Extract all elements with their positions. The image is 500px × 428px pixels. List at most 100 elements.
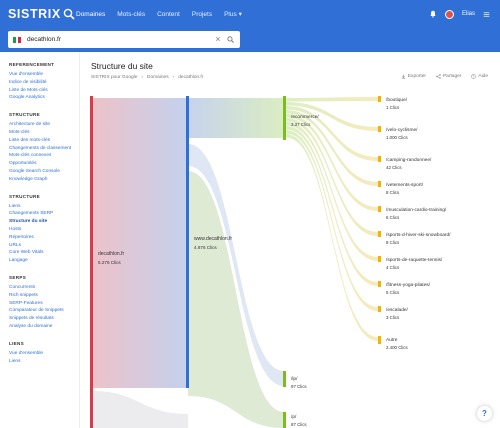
node-value-leaf: 8 Clics [386, 190, 400, 195]
sistrix-logo[interactable]: SISTRIX [8, 7, 76, 21]
node-bar-leaf [378, 156, 381, 162]
avatar[interactable] [444, 9, 454, 19]
svg-text:?: ? [473, 75, 475, 79]
node-bar-leaf [378, 256, 381, 262]
sidebar-item[interactable]: Vue d'ensemble [9, 72, 44, 77]
breadcrumb-item[interactable]: SISTRIX pour Google [91, 75, 138, 80]
node-bar-root [90, 96, 93, 428]
sankey-link [286, 102, 378, 131]
node-label-leaf: /camping-randonnee/ [386, 157, 432, 163]
breadcrumb-item[interactable]: decathlon.fr [178, 75, 204, 80]
search-bar-row: decathlon.fr [0, 28, 500, 52]
nav-domaines[interactable]: Domaines [76, 10, 106, 18]
node-bar-leaf [378, 206, 381, 212]
main-content: Structure du site SISTRIX pour Google › … [80, 52, 500, 428]
node-label-leaf: /sports-de-raquette-tennis/ [386, 257, 443, 263]
sankey-link [286, 114, 378, 211]
node-label-leaf: /musculation-cardio-training/ [386, 207, 447, 213]
node-label-leaf: /velo-cyclisme/ [386, 127, 418, 133]
breadcrumb-item[interactable]: Domaines [147, 75, 169, 80]
sidebar-item[interactable]: Concurrents [9, 284, 36, 290]
nav-mots-cles[interactable]: Mots-clés [117, 10, 146, 18]
sidebar-item[interactable]: Indice de visibilité [9, 79, 47, 85]
sidebar-item[interactable]: Comparateur de Snippets [9, 308, 64, 314]
node-bar-leaf [378, 336, 381, 344]
chevron-down-icon: ▾ [238, 11, 242, 18]
node-bar-path [283, 371, 286, 387]
sidebar-item[interactable]: Opportunités [9, 161, 37, 167]
sidebar-item[interactable]: Langage [9, 258, 28, 264]
node-bar-host [186, 96, 189, 388]
sidebar-item[interactable]: Rich snippets [9, 292, 38, 298]
sidebar-item[interactable]: Changements SERP [9, 211, 54, 217]
sidebar-item[interactable]: Mots-clés connexes [9, 153, 52, 159]
node-bar-leaf [378, 281, 381, 287]
sankey-link [286, 134, 378, 341]
sidebar-item[interactable]: URLs [9, 242, 21, 248]
node-label-path: /p/ [291, 414, 297, 420]
sidebar-section-title: LIENS [9, 340, 25, 346]
sidebar-item[interactable]: Google Search Console [9, 168, 60, 174]
sidebar-item[interactable]: SERP-Features [9, 300, 43, 306]
sankey-link [286, 130, 378, 311]
share-icon [436, 74, 441, 79]
node-value-leaf: 2.400 Clics [386, 345, 409, 350]
search-value: decathlon.fr [27, 36, 61, 43]
sidebar-item[interactable]: Répertoires [9, 234, 34, 240]
node-label-leaf: /boutique/ [386, 97, 408, 103]
sidebar-item[interactable]: Structure du site [9, 219, 48, 225]
bell-icon[interactable] [429, 10, 437, 18]
help-float-button[interactable]: ? [477, 406, 492, 421]
site-structure-sankey: decathlon.fr 5.276 Clics www.decathlon.fr 4… [90, 96, 451, 428]
sankey-link [188, 171, 284, 428]
sidebar-item[interactable]: Liens [9, 358, 21, 364]
node-value-leaf: 8 Clics [386, 240, 400, 245]
nav-content[interactable]: Content [157, 10, 180, 18]
node-value-path: 3.37 Clics [291, 122, 311, 127]
sidebar-item[interactable]: Analyse du domaine [9, 323, 53, 329]
search-icon[interactable] [227, 36, 234, 43]
menu-icon[interactable] [483, 11, 490, 18]
sankey-link [92, 391, 188, 428]
sidebar-item[interactable]: Liens [9, 203, 21, 209]
italy-flag-icon[interactable] [13, 36, 22, 43]
search-input[interactable]: decathlon.fr [8, 31, 240, 48]
nav-plus[interactable]: Plus ▾ [224, 10, 242, 18]
node-value-path: 87 Clics [291, 422, 307, 427]
help-button[interactable]: ? Aide [471, 74, 488, 79]
user-name[interactable]: Elias [461, 11, 475, 17]
sidebar-item[interactable]: Snippets de résultats [9, 316, 54, 322]
sidebar-item[interactable]: Vue d'ensemble [9, 350, 44, 356]
sidebar-item[interactable]: Liste des mots-clés [9, 137, 51, 143]
sankey-link [188, 144, 284, 386]
nav-projets[interactable]: Projets [191, 10, 213, 18]
sankey-link [286, 126, 378, 286]
breadcrumb-separator: › [172, 75, 175, 80]
node-label-leaf: /vetements-sport/ [386, 182, 424, 188]
share-button[interactable]: Partager [436, 74, 461, 79]
sidebar-item[interactable]: Changements de classement [9, 145, 72, 151]
page-title: Structure du site [91, 61, 153, 71]
sidebar-item[interactable]: Google Analytics [9, 95, 45, 101]
node-label-leaf: /escalade/ [386, 307, 409, 313]
clear-icon[interactable] [215, 36, 221, 42]
sidebar-item[interactable]: Hosts [9, 226, 22, 232]
node-bar-path [283, 96, 286, 140]
sankey-link [286, 110, 378, 186]
sidebar-section-title: REFERENCEMENT [9, 62, 55, 67]
sidebar-item[interactable]: Liste de Mots-clés [9, 87, 48, 93]
node-value-leaf: 42 Clics [386, 165, 402, 170]
sidebar-item[interactable]: Mots-clés [9, 129, 30, 135]
download-icon [401, 74, 406, 79]
node-label-leaf: Autre [386, 337, 398, 343]
node-bar-leaf [378, 181, 381, 187]
node-label-path: /ecommerce/ [291, 114, 319, 120]
sidebar-item[interactable]: Architecture de site [9, 122, 51, 128]
node-bar-leaf [378, 231, 381, 237]
sidebar-item[interactable]: Core Web Vitals [9, 250, 44, 256]
node-bar-path [283, 412, 286, 428]
sidebar-item[interactable]: Knowledge Graph [9, 176, 48, 182]
node-label-path: /lp/ [291, 376, 298, 382]
node-value-leaf: 6 Clics [386, 215, 400, 220]
export-button[interactable]: Exporter [401, 74, 426, 79]
